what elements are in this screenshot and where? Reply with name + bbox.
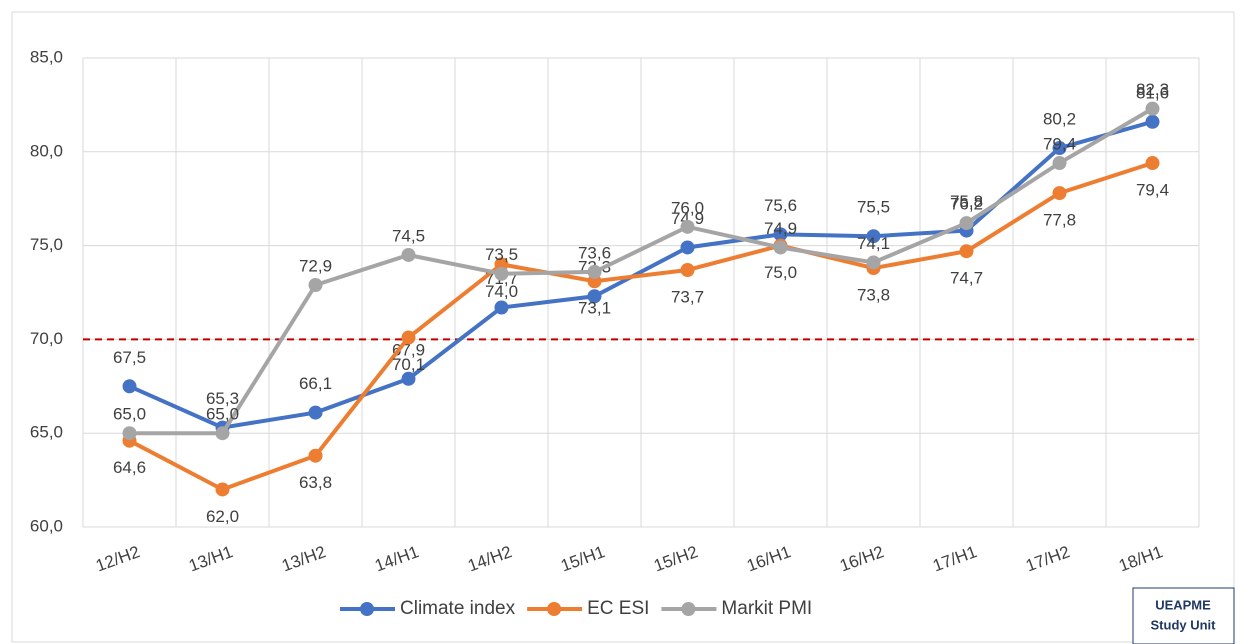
data-point: [308, 448, 323, 463]
data-label: 74,9: [671, 209, 704, 228]
data-label: 82,3: [1136, 80, 1169, 99]
series-line: [129, 106, 1154, 436]
y-tick-label: 80,0: [30, 141, 63, 160]
data-point: [1145, 156, 1160, 171]
data-point: [1052, 141, 1067, 156]
data-point: [401, 247, 416, 262]
data-point: [773, 227, 788, 242]
data-point: [959, 244, 974, 259]
data-point: [1145, 114, 1160, 129]
data-label: 70,1: [392, 355, 425, 374]
data-point: [1145, 101, 1160, 116]
series-line: [128, 119, 1154, 430]
data-point: [680, 262, 695, 277]
data-point: [866, 229, 881, 244]
note: Study Unit: [1151, 617, 1217, 632]
data-point: [122, 379, 137, 394]
data-label: 63,8: [299, 473, 332, 492]
data-label: 80,2: [1043, 110, 1076, 129]
data-label: 72,9: [299, 256, 332, 275]
legend-label: EC ESI: [587, 598, 649, 619]
y-tick-label: 75,0: [30, 235, 63, 254]
data-label: 77,8: [1043, 211, 1076, 230]
data-label: 66,1: [299, 374, 332, 393]
y-tick-label: 60,0: [30, 516, 63, 535]
data-label: 74,5: [392, 226, 425, 245]
data-point: [401, 330, 416, 345]
data-point: [773, 240, 788, 255]
legend-label: Markit PMI: [721, 598, 812, 619]
data-label: 73,6: [578, 243, 611, 262]
data-point: [494, 266, 509, 281]
data-label: 64,6: [113, 458, 146, 477]
data-label: 79,4: [1043, 135, 1076, 154]
data-point: [122, 426, 137, 441]
data-point: [587, 289, 602, 304]
data-point: [1052, 156, 1067, 171]
data-label: 65,0: [206, 405, 239, 424]
note-box: [1132, 587, 1235, 644]
data-label: 75,8: [950, 192, 983, 211]
legend-marker: [360, 602, 374, 616]
note: UEAPME: [1155, 597, 1211, 612]
data-label: 75,6: [764, 196, 797, 215]
data-point: [959, 216, 974, 231]
data-label: 74,9: [764, 219, 797, 238]
data-point: [680, 240, 695, 255]
y-tick-label: 70,0: [30, 329, 63, 348]
data-point: [680, 219, 695, 234]
data-label: 74,7: [950, 269, 983, 288]
data-point: [215, 426, 230, 441]
chart-frame: [11, 11, 1235, 643]
data-label: 65,0: [113, 405, 146, 424]
legend-marker: [681, 602, 696, 616]
data-label: 81,6: [1136, 83, 1169, 102]
data-label: 73,8: [857, 286, 890, 305]
y-tick-label: 65,0: [30, 423, 63, 442]
data-label: 73,1: [578, 299, 611, 318]
data-point: [308, 405, 323, 420]
legend-marker: [547, 602, 562, 616]
data-label: 65,3: [206, 389, 239, 408]
data-label: 76,0: [671, 198, 704, 217]
data-point: [587, 264, 602, 279]
data-label: 67,5: [113, 348, 146, 367]
data-point: [215, 482, 230, 497]
data-label: 79,4: [1136, 181, 1169, 200]
legend-label: Climate index: [400, 598, 516, 619]
data-label: 73,5: [485, 245, 518, 264]
data-label: 74,0: [485, 282, 518, 301]
data-label: 76,2: [950, 195, 983, 214]
data-label: 62,0: [206, 507, 239, 526]
data-point: [308, 277, 323, 292]
data-label: 75,0: [764, 263, 797, 282]
data-point: [494, 300, 509, 315]
data-label: 75,5: [857, 198, 890, 217]
y-tick-label: 85,0: [30, 47, 63, 66]
data-point: [1052, 186, 1067, 201]
data-label: 73,7: [671, 287, 704, 306]
data-label: 74,1: [857, 234, 890, 253]
data-point: [401, 371, 416, 386]
series-line: [128, 161, 1154, 492]
data-point: [866, 255, 881, 270]
